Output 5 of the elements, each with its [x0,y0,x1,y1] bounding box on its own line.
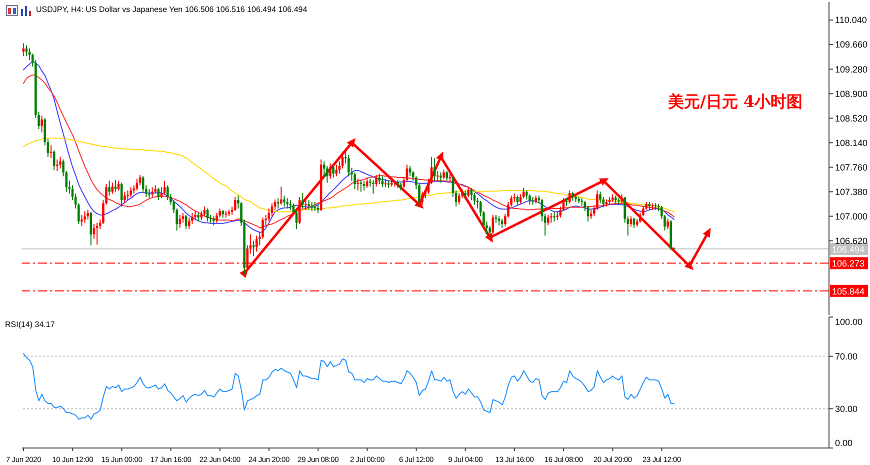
y-tick-label: 0.00 [835,438,853,448]
y-tick-label: 70.00 [835,351,858,362]
y-tick-label: 30.00 [835,404,858,414]
y-tick-label: 100.00 [835,317,863,328]
chart-title: RSI(14) 34.17 [5,319,55,330]
